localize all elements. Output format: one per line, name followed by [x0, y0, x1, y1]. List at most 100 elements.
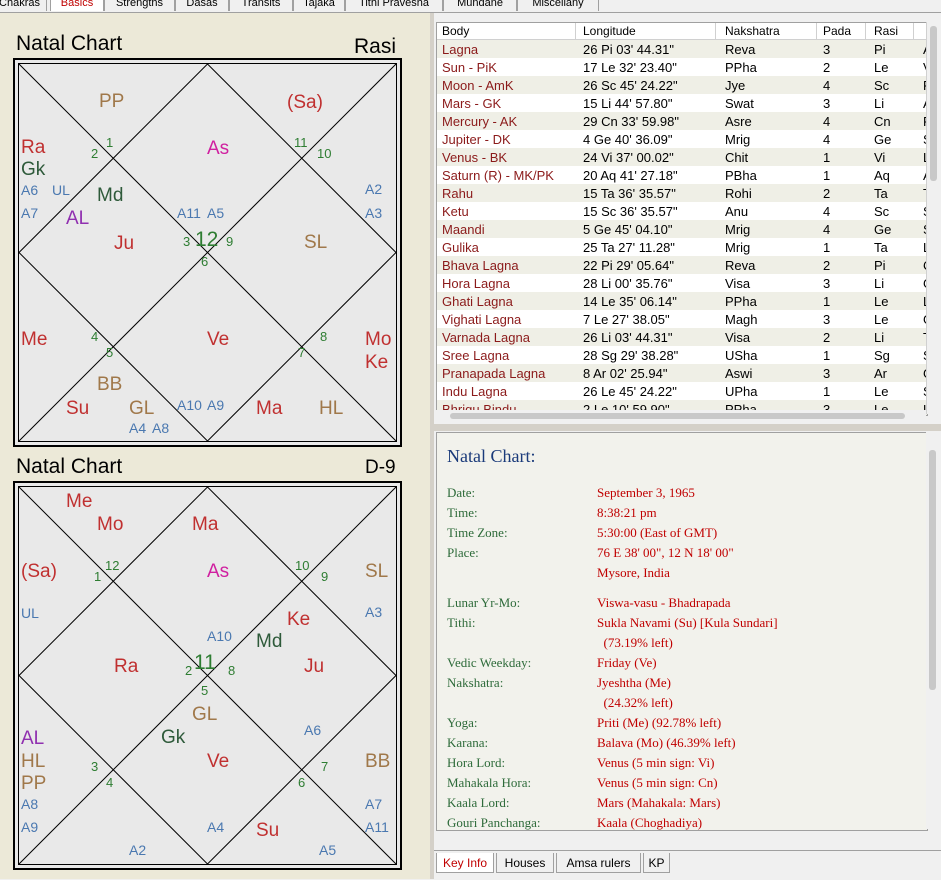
- table-cell: Lagna: [442, 42, 479, 57]
- key-info-value: Sukla Navami (Su) [Kula Sundari]: [597, 615, 778, 630]
- rasi-chart-label: HL: [319, 398, 344, 419]
- d9-chart-label: As: [207, 561, 230, 582]
- table-row[interactable]: Jupiter - DK 4 Ge 40' 36.09" Mrig 4 Ge S: [437, 130, 927, 148]
- pane-divider[interactable]: [430, 13, 434, 879]
- table-cell: 5 Ge 45' 04.10": [583, 222, 673, 237]
- table-row[interactable]: Pranapada Lagna 8 Ar 02' 25.94" Aswi 3 Ar G: [437, 364, 927, 382]
- rasi-chart-label: 1: [106, 135, 114, 150]
- col-longitude[interactable]: Longitude: [583, 24, 636, 38]
- table-cell: L: [923, 240, 927, 255]
- table-row[interactable]: Sun - PiK 17 Le 32' 23.40" PPha 2 Le V: [437, 58, 927, 76]
- table-row[interactable]: Lagna 26 Pi 03' 44.31" Reva 3 Pi A: [437, 40, 927, 58]
- rasi-chart-label: UL: [52, 182, 70, 198]
- rasi-chart-label: 8: [320, 329, 328, 344]
- table-row[interactable]: Vighati Lagna 7 Le 27' 38.05" Magh 3 Le G: [437, 310, 927, 328]
- table-cell: C: [923, 258, 927, 273]
- table-row[interactable]: Moon - AmK 26 Sc 45' 24.22" Jye 4 Sc F: [437, 76, 927, 94]
- table-row[interactable]: Gulika 25 Ta 27' 11.28" Mrig 1 Ta L: [437, 238, 927, 256]
- table-cell: Rohi: [725, 186, 752, 201]
- table-row[interactable]: Indu Lagna 26 Le 45' 24.22" UPha 1 Le S: [437, 382, 927, 400]
- table-cell: 28 Sg 29' 38.28": [583, 348, 679, 363]
- table-cell: Gulika: [442, 240, 479, 255]
- table-cell: PPha: [725, 294, 757, 309]
- tab-basics[interactable]: Basics: [50, 0, 104, 11]
- table-vertical-scrollbar[interactable]: [926, 22, 941, 414]
- table-row[interactable]: Sree Lagna 28 Sg 29' 38.28" USha 1 Sg S: [437, 346, 927, 364]
- table-cell: Moon - AmK: [442, 78, 514, 93]
- info-vertical-scrollbar[interactable]: [926, 432, 940, 829]
- tab-mundane[interactable]: Mundane: [443, 0, 517, 11]
- tab-dasas[interactable]: Dasas: [175, 0, 229, 11]
- key-info-value: Venus (5 min sign: Cn): [597, 775, 718, 790]
- table-cell: 28 Li 00' 35.76": [583, 276, 673, 291]
- table-cell: 24 Vi 37' 00.02": [583, 150, 674, 165]
- key-info-label: Karana:: [447, 735, 489, 750]
- tab-strengths[interactable]: Strengths: [104, 0, 175, 11]
- rasi-chart[interactable]: PP (Sa) Ra Gk A6 UL A7 AL Md Ju As A11 A5 12 SL A2 A3 Me V…: [13, 58, 402, 447]
- tab-miscellany[interactable]: Miscellany: [517, 0, 599, 11]
- scroll-thumb[interactable]: [929, 450, 936, 690]
- table-row[interactable]: Bhava Lagna 22 Pi 29' 05.64" Reva 2 Pi C: [437, 256, 927, 274]
- tab-tajaka[interactable]: Tajaka: [293, 0, 345, 11]
- table-cell: Chit: [725, 150, 749, 165]
- rasi-chart-label: 2: [91, 146, 99, 161]
- tab-houses[interactable]: Houses: [496, 853, 554, 873]
- d9-chart-grid: Me Mo Ma (Sa) As SL UL A3 Ke A10 Md Ra 11 Ju GL Gk A6 AL H…: [18, 486, 397, 865]
- d9-chart-label: 3: [91, 759, 99, 774]
- key-info-value: Jyeshtha (Me): [597, 675, 672, 690]
- tab-amsa-rulers[interactable]: Amsa rulers: [556, 853, 641, 873]
- table-row[interactable]: Varnada Lagna 26 Li 03' 44.31" Visa 2 Li T: [437, 328, 927, 346]
- table-row[interactable]: Mars - GK 15 Li 44' 57.80" Swat 3 Li A: [437, 94, 927, 112]
- table-row[interactable]: Venus - BK 24 Vi 37' 00.02" Chit 1 Vi L: [437, 148, 927, 166]
- bottom-tab-bar: Key Info Houses Amsa rulers KP: [434, 850, 941, 880]
- table-cell: 22 Pi 29' 05.64": [583, 258, 674, 273]
- table-cell: F: [923, 114, 927, 129]
- d9-chart[interactable]: Me Mo Ma (Sa) As SL UL A3 Ke A10 Md Ra 11 Ju GL Gk A6 AL H…: [13, 481, 402, 870]
- rasi-chart-label: A7: [21, 205, 39, 221]
- rasi-chart-label: Ma: [256, 398, 283, 419]
- table-cell: Vi: [874, 150, 886, 165]
- rasi-chart-label: Mo: [365, 329, 392, 350]
- tab-key-info[interactable]: Key Info: [436, 853, 494, 873]
- top-tab-bar: Chakras Basics Strengths Dasas Transits …: [0, 0, 941, 13]
- col-nakshatra[interactable]: Nakshatra: [725, 24, 780, 38]
- horizontal-splitter[interactable]: [434, 424, 941, 431]
- table-row[interactable]: Ketu 15 Sc 36' 35.57" Anu 4 Sc S: [437, 202, 927, 220]
- table-cell: Jye: [725, 78, 746, 93]
- key-info-value: (73.19% left): [597, 635, 673, 650]
- table-cell: Visa: [725, 330, 751, 345]
- rasi-chart-label: A4: [129, 420, 147, 436]
- table-cell: Aswi: [725, 366, 753, 381]
- table-horizontal-scrollbar[interactable]: [436, 410, 926, 422]
- table-cell: 17 Le 32' 23.40": [583, 60, 677, 75]
- scroll-thumb[interactable]: [450, 413, 905, 419]
- col-pada[interactable]: Pada: [823, 24, 852, 38]
- d9-chart-label: AL: [21, 728, 45, 749]
- table-row[interactable]: Rahu 15 Ta 36' 35.57" Rohi 2 Ta T: [437, 184, 927, 202]
- col-body[interactable]: Body: [442, 24, 470, 38]
- tab-kp[interactable]: KP: [643, 853, 670, 873]
- tab-transits[interactable]: Transits: [229, 0, 293, 11]
- table-cell: 1: [823, 240, 831, 255]
- key-info-value: (24.32% left): [597, 695, 673, 710]
- positions-table[interactable]: Body Longitude Nakshatra Pada Rasi Lagna…: [436, 22, 928, 416]
- key-info-label: Kaala Lord:: [447, 795, 510, 810]
- table-row[interactable]: Saturn (R) - MK/PK 20 Aq 41' 27.18" PBha 1 A…: [437, 166, 927, 184]
- d9-chart-label: 9: [321, 569, 329, 584]
- table-row[interactable]: Ghati Lagna 14 Le 35' 06.14" PPha 1 Le L: [437, 292, 927, 310]
- table-row[interactable]: Mercury - AK 29 Cn 33' 59.98" Asre 4 Cn F: [437, 112, 927, 130]
- table-cell: 26 Li 03' 44.31": [583, 330, 673, 345]
- table-cell: 26 Sc 45' 24.22": [583, 78, 678, 93]
- tab-chakras[interactable]: Chakras: [0, 0, 47, 11]
- col-rasi[interactable]: Rasi: [874, 24, 899, 38]
- scroll-thumb[interactable]: [930, 26, 937, 181]
- tab-tithi-pravesha[interactable]: Tithi Pravesha: [345, 0, 443, 11]
- table-row[interactable]: Hora Lagna 28 Li 00' 35.76" Visa 3 Li G: [437, 274, 927, 292]
- rasi-chart-label: SL: [304, 232, 328, 253]
- rasi-chart-label: A3: [365, 205, 383, 221]
- table-cell: 15 Li 44' 57.80": [583, 96, 673, 111]
- rasi-chart-title: Natal Chart: [16, 32, 123, 55]
- table-row[interactable]: Maandi 5 Ge 45' 04.10" Mrig 4 Ge S: [437, 220, 927, 238]
- key-info-label: Date:: [447, 485, 476, 500]
- d9-chart-label: A10: [207, 628, 232, 644]
